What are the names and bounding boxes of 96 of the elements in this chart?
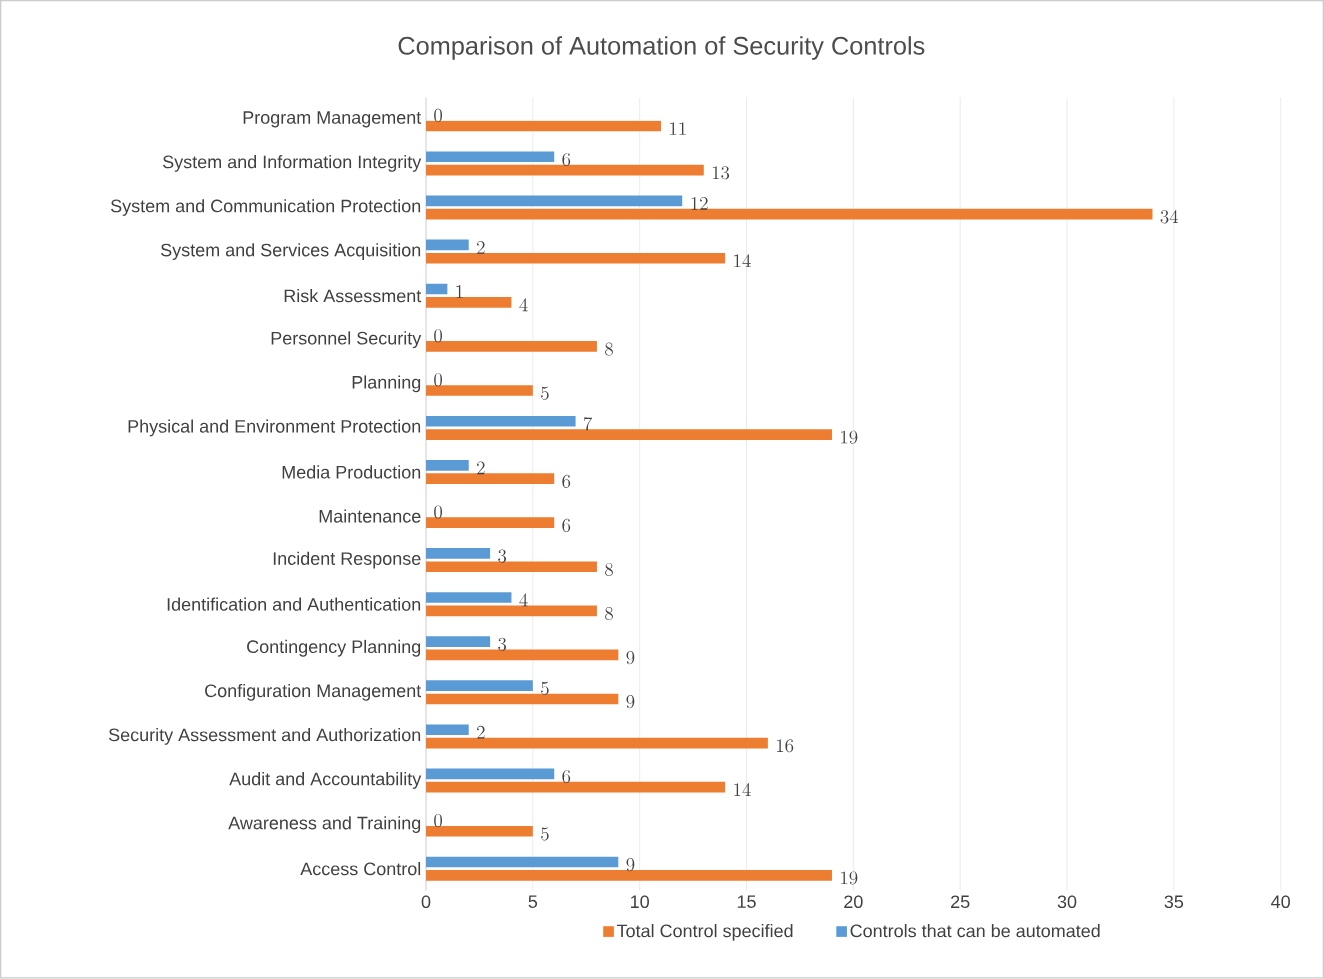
bar bbox=[426, 297, 512, 308]
bar bbox=[426, 473, 555, 485]
data-label: 5 bbox=[541, 681, 549, 696]
x-tick-label: 20 bbox=[844, 895, 863, 909]
y-tick-label: System and Communication Protection bbox=[110, 199, 421, 217]
data-label: 19 bbox=[841, 871, 858, 885]
bar bbox=[426, 605, 597, 617]
data-label: 9 bbox=[626, 651, 635, 665]
data-label: 0 bbox=[434, 373, 442, 387]
bar bbox=[426, 416, 576, 427]
bar bbox=[426, 768, 555, 780]
bar bbox=[426, 253, 726, 264]
y-tick-label: Personnel Security bbox=[271, 331, 422, 349]
data-label: 8 bbox=[605, 607, 613, 621]
bar bbox=[426, 195, 683, 207]
y-tick-label: Identification and Authentication bbox=[167, 597, 421, 611]
bar bbox=[426, 856, 619, 868]
y-tick-label: Contingency Planning bbox=[247, 640, 421, 657]
x-tick-label: 35 bbox=[1164, 895, 1184, 909]
data-label: 14 bbox=[734, 254, 751, 268]
data-label: 6 bbox=[562, 518, 571, 533]
data-label: 5 bbox=[541, 386, 549, 400]
data-label: 16 bbox=[777, 739, 794, 753]
data-label: 3 bbox=[498, 549, 507, 563]
legend-label: Controls that can be automated bbox=[850, 924, 1100, 938]
y-tick-label: Incident Response bbox=[273, 551, 421, 569]
bar bbox=[426, 164, 704, 176]
data-label: 19 bbox=[841, 430, 858, 444]
data-label: 34 bbox=[1160, 210, 1179, 224]
data-label: 1 bbox=[456, 285, 463, 299]
data-label: 4 bbox=[519, 593, 528, 607]
data-label: 0 bbox=[434, 505, 442, 519]
bar bbox=[426, 649, 619, 661]
chart-title: Comparison of Automation of Security Controls bbox=[398, 36, 925, 60]
bar bbox=[426, 870, 832, 881]
data-label: 6 bbox=[562, 770, 571, 784]
y-tick-label: Maintenance bbox=[319, 509, 421, 523]
y-tick-label: Security Assessment and Authorization bbox=[108, 728, 421, 745]
x-tick-label: 25 bbox=[951, 895, 970, 909]
data-label: 9 bbox=[626, 695, 635, 709]
y-tick-label: Media Production bbox=[282, 465, 421, 479]
bar bbox=[426, 636, 491, 648]
data-label: 8 bbox=[605, 563, 613, 577]
data-label: 2 bbox=[477, 461, 485, 475]
bar bbox=[426, 385, 533, 396]
y-tick-label: System and Information Integrity bbox=[162, 155, 422, 173]
x-tick-label: 10 bbox=[631, 895, 649, 909]
bar bbox=[426, 693, 619, 705]
x-tick-label: 5 bbox=[528, 895, 538, 909]
data-label: 14 bbox=[734, 783, 751, 797]
data-label: 0 bbox=[434, 329, 442, 343]
y-tick-label: Physical and Environment Protection bbox=[128, 419, 421, 437]
bar bbox=[426, 209, 1153, 220]
bar bbox=[426, 781, 726, 793]
y-tick-label: Access Control bbox=[300, 862, 421, 876]
bar bbox=[426, 826, 533, 837]
x-tick-label: 40 bbox=[1271, 895, 1290, 909]
y-tick-label: Risk Assessment bbox=[284, 289, 422, 303]
data-label: 7 bbox=[583, 417, 593, 431]
bar bbox=[426, 429, 832, 441]
x-tick-label: 0 bbox=[421, 895, 431, 909]
data-label: 0 bbox=[434, 108, 442, 123]
legend-label: Total Control specified bbox=[616, 924, 793, 941]
data-label: 2 bbox=[477, 726, 485, 739]
bar bbox=[426, 737, 768, 749]
data-label: 8 bbox=[605, 342, 613, 356]
y-tick-label: Planning bbox=[352, 375, 421, 393]
bar bbox=[426, 120, 662, 132]
x-tick-label: 30 bbox=[1057, 895, 1077, 909]
data-label: 6 bbox=[562, 153, 571, 167]
bar bbox=[426, 680, 533, 692]
data-label: 9 bbox=[626, 858, 635, 872]
data-label: 4 bbox=[519, 298, 528, 312]
bar bbox=[426, 724, 469, 736]
bar bbox=[426, 239, 469, 251]
x-tick-label: 15 bbox=[737, 895, 756, 909]
data-label: 13 bbox=[712, 166, 730, 180]
bar bbox=[426, 517, 555, 529]
data-label: 0 bbox=[434, 814, 442, 828]
y-tick-label: Configuration Management bbox=[205, 684, 422, 701]
data-label: 6 bbox=[562, 474, 571, 489]
data-label: 2 bbox=[477, 241, 485, 254]
data-label: 12 bbox=[691, 197, 708, 210]
y-tick-label: Program Management bbox=[243, 111, 422, 128]
bar bbox=[426, 341, 597, 352]
bar bbox=[426, 151, 555, 163]
y-tick-label: System and Services Acquisition bbox=[161, 243, 421, 261]
data-label: 5 bbox=[541, 827, 549, 841]
bar bbox=[426, 561, 597, 573]
y-tick-label: Audit and Accountability bbox=[229, 772, 422, 790]
data-label: 3 bbox=[498, 637, 507, 652]
bar bbox=[426, 460, 469, 471]
bar bbox=[426, 548, 491, 559]
data-label: 11 bbox=[670, 122, 686, 136]
y-tick-label: Awareness and Training bbox=[228, 816, 421, 834]
bar bbox=[426, 592, 512, 604]
